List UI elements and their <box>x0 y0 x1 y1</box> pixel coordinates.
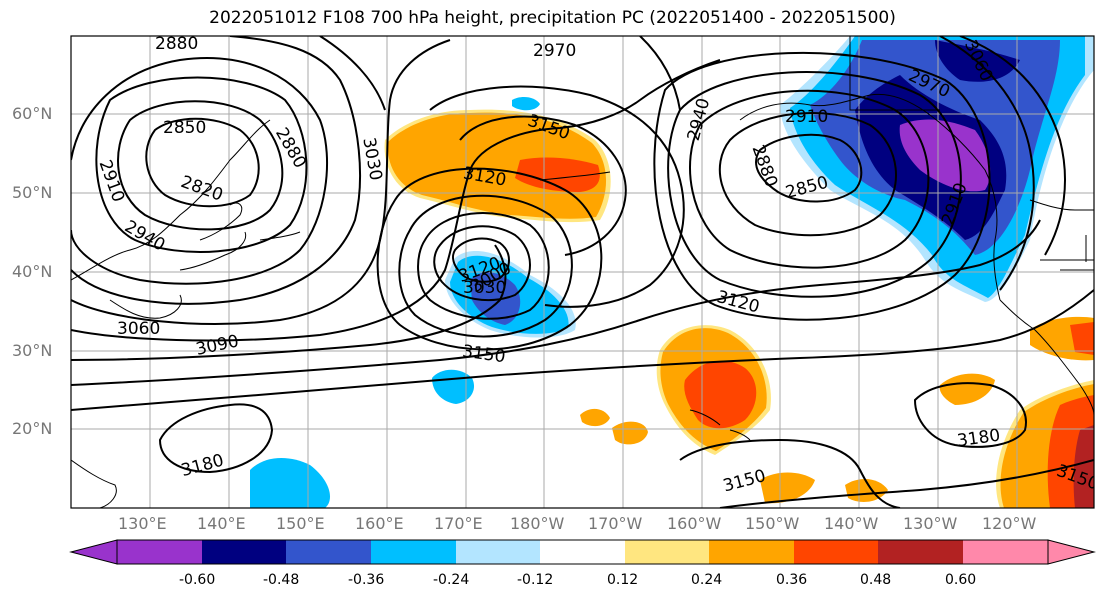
lon-tick-label: 120°W <box>982 514 1037 533</box>
lon-tick-label: 130°W <box>903 514 958 533</box>
colorbar-bin <box>709 540 794 564</box>
contour-label: 2850 <box>784 173 831 204</box>
colorbar-tick-label: 0.48 <box>860 572 892 588</box>
lon-tick-label: 170°W <box>588 514 643 533</box>
contour-label: 3150 <box>461 341 507 367</box>
precip-negative-mid-central <box>470 272 521 325</box>
contour-label: 3180 <box>179 451 226 482</box>
colorbar-bin <box>371 540 456 564</box>
precip-positive-small-2 <box>612 421 648 445</box>
lon-tick-label: 150°E <box>276 514 325 533</box>
colorbar-extend-left <box>69 539 118 565</box>
colorbar <box>69 539 1096 565</box>
colorbar-tick-label: -0.36 <box>348 572 385 588</box>
precip-negative-max-ne <box>899 119 991 192</box>
colorbar-tick-label: -0.12 <box>517 572 554 588</box>
contour-label: 2910 <box>785 107 828 127</box>
contour-label: 2970 <box>533 41 576 61</box>
contour-label: 3150 <box>721 466 768 497</box>
contour-label: 2880 <box>155 34 198 54</box>
contour-label: 3030 <box>463 278 506 298</box>
lat-tick-label: 30°N <box>12 341 53 360</box>
contour-label: 2850 <box>163 118 206 138</box>
precip-negative-small-3 <box>512 96 540 111</box>
contour-label: 2820 <box>178 172 225 206</box>
lon-tick-label: 140°E <box>197 514 246 533</box>
precip-positive-small-3 <box>939 373 995 405</box>
lon-tick-label: 130°E <box>118 514 167 533</box>
precip-positive-small-1 <box>580 408 610 427</box>
colorbar-bin <box>456 540 540 564</box>
contour-label: 2880 <box>748 142 782 189</box>
map-title: 2022051012 F108 700 hPa height, precipit… <box>209 8 896 28</box>
colorbar-bin <box>878 540 963 564</box>
colorbar-bin <box>963 540 1048 564</box>
lon-tick-label: 160°W <box>667 514 722 533</box>
lon-tick-label: 170°E <box>434 514 483 533</box>
colorbar-tick-label: 0.24 <box>691 572 723 588</box>
plot-frame <box>70 35 1095 509</box>
lat-tick-label: 50°N <box>12 183 53 202</box>
colorbar-tick-label: 0.60 <box>945 572 977 588</box>
colorbar-bin <box>286 540 371 564</box>
colorbar-tick-label: -0.60 <box>179 572 216 588</box>
contour-label: 2910 <box>95 157 129 204</box>
lon-tick-label: 140°W <box>824 514 879 533</box>
precip-negative-small-1 <box>432 369 475 404</box>
lon-tick-label: 160°E <box>355 514 404 533</box>
contour-label: 3030 <box>358 136 385 182</box>
contour-label: 3060 <box>117 319 160 339</box>
precip-positive-strong-north <box>515 157 600 192</box>
precip-positive-north <box>387 112 607 219</box>
colorbar-tick-label: 0.36 <box>776 572 808 588</box>
colorbar-bin <box>794 540 878 564</box>
lat-tick-label: 40°N <box>12 262 53 281</box>
colorbar-tick-label: -0.48 <box>263 572 300 588</box>
map-plot-area: 2880 2970 3030 2850 2880 2820 2910 2940 … <box>71 34 1094 508</box>
precip-negative-small-2 <box>250 458 330 508</box>
lat-tick-label: 20°N <box>12 419 53 438</box>
precip-positive-mexico-strong <box>1070 322 1094 355</box>
colorbar-tick-label: -0.24 <box>433 572 470 588</box>
precip-positive-small-4 <box>760 472 815 504</box>
precip-positive-max-se <box>1073 425 1094 508</box>
colorbar-bin <box>540 540 625 564</box>
colorbar-bin <box>202 540 286 564</box>
colorbar-bin <box>625 540 709 564</box>
lat-tick-label: 60°N <box>12 104 53 123</box>
lon-tick-label: 150°W <box>745 514 800 533</box>
colorbar-tick-label: 0.12 <box>607 572 639 588</box>
lon-tick-label: 180°W <box>510 514 565 533</box>
height-contours <box>71 36 1094 508</box>
colorbar-extend-right <box>1047 539 1096 565</box>
colorbar-bin <box>117 540 202 564</box>
